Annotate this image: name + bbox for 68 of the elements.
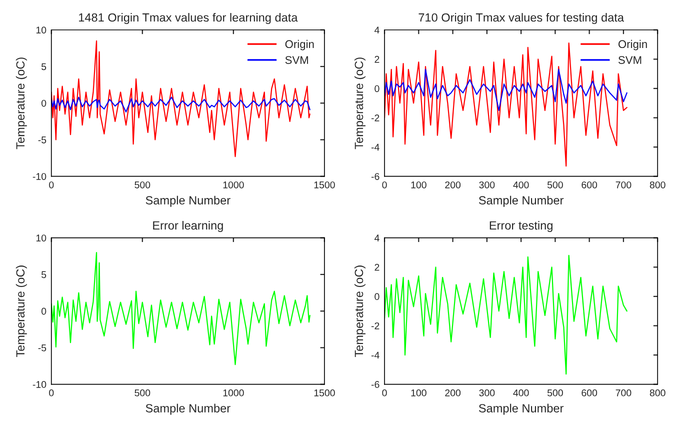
y-tick-label: -10: [32, 173, 46, 180]
y-axis-title: Temperature (oC): [354, 266, 366, 358]
x-tick-label: 200: [445, 389, 461, 396]
line-series: [384, 68, 628, 111]
legend-label: SVM: [285, 56, 308, 64]
chart-title: 1481 Origin Tmax values for learning data: [79, 13, 298, 24]
y-tick-label: -5: [38, 136, 46, 144]
chart-title: Error testing: [490, 220, 552, 232]
y-axis-title: Temperature (oC): [16, 58, 27, 150]
x-tick-label: 0: [382, 389, 387, 396]
x-tick-label: 500: [134, 181, 150, 188]
y-tick-label: 4: [374, 26, 380, 34]
legend-label: Origin: [285, 40, 314, 50]
x-tick-label: 600: [582, 181, 598, 188]
x-tick-label: 700: [616, 181, 632, 188]
y-tick-label: -4: [371, 144, 380, 151]
x-tick-label: 500: [547, 181, 563, 188]
y-tick-label: 2: [374, 56, 380, 63]
x-tick-label: 500: [134, 389, 150, 396]
x-tick-label: 1000: [223, 389, 244, 396]
y-tick-label: 4: [374, 234, 380, 242]
x-tick-label: 600: [582, 389, 598, 396]
y-axis-title: Temperature (oC): [354, 58, 366, 150]
y-tick-label: 0: [374, 293, 380, 300]
x-tick-label: 300: [479, 389, 495, 396]
y-tick-label: 0: [41, 100, 46, 107]
chart-title: Error learning: [153, 220, 223, 232]
x-tick-label: 100: [411, 181, 426, 188]
y-tick-label: 2: [374, 264, 380, 271]
x-tick-label: 1000: [223, 181, 244, 188]
y-tick-label: 10: [36, 26, 46, 34]
y-tick-label: -6: [371, 173, 380, 180]
x-axis-title: Sample Number: [146, 404, 230, 415]
y-tick-label: 0: [41, 308, 46, 315]
x-tick-label: 400: [513, 389, 529, 396]
y-tick-label: 5: [41, 63, 46, 70]
line-series: [384, 254, 628, 375]
x-axis-title: Sample Number: [478, 196, 564, 207]
y-tick-label: -2: [371, 114, 380, 122]
chart-title: 710 Origin Tmax values for testing data: [418, 13, 624, 24]
x-tick-label: 800: [650, 389, 666, 396]
x-tick-label: 0: [49, 389, 54, 396]
x-tick-label: 200: [445, 181, 461, 188]
x-axis-title: Sample Number: [146, 196, 230, 207]
x-tick-label: 800: [650, 181, 666, 188]
y-tick-label: -10: [32, 381, 46, 388]
line-series: [51, 96, 310, 112]
x-tick-label: 300: [479, 181, 495, 188]
x-tick-label: 0: [382, 181, 387, 188]
x-tick-label: 400: [513, 181, 529, 188]
x-tick-label: 1500: [314, 389, 335, 396]
y-tick-label: -2: [371, 322, 380, 330]
y-tick-label: 5: [41, 271, 46, 278]
x-tick-label: 100: [411, 389, 426, 396]
x-tick-label: 0: [49, 181, 54, 188]
legend-label: Origin: [618, 40, 647, 50]
x-tick-label: 1500: [314, 181, 335, 188]
x-tick-label: 700: [616, 389, 632, 396]
y-tick-label: 0: [374, 85, 380, 92]
y-tick-label: -4: [371, 352, 380, 359]
y-tick-label: 10: [36, 234, 46, 242]
y-axis-title: Temperature (oC): [16, 266, 27, 358]
legend-label: SVM: [618, 56, 642, 64]
y-tick-label: -6: [371, 381, 380, 388]
line-series: [51, 252, 310, 366]
y-tick-label: -5: [38, 344, 46, 352]
x-axis-title: Sample Number: [478, 404, 564, 415]
x-tick-label: 500: [547, 389, 563, 396]
